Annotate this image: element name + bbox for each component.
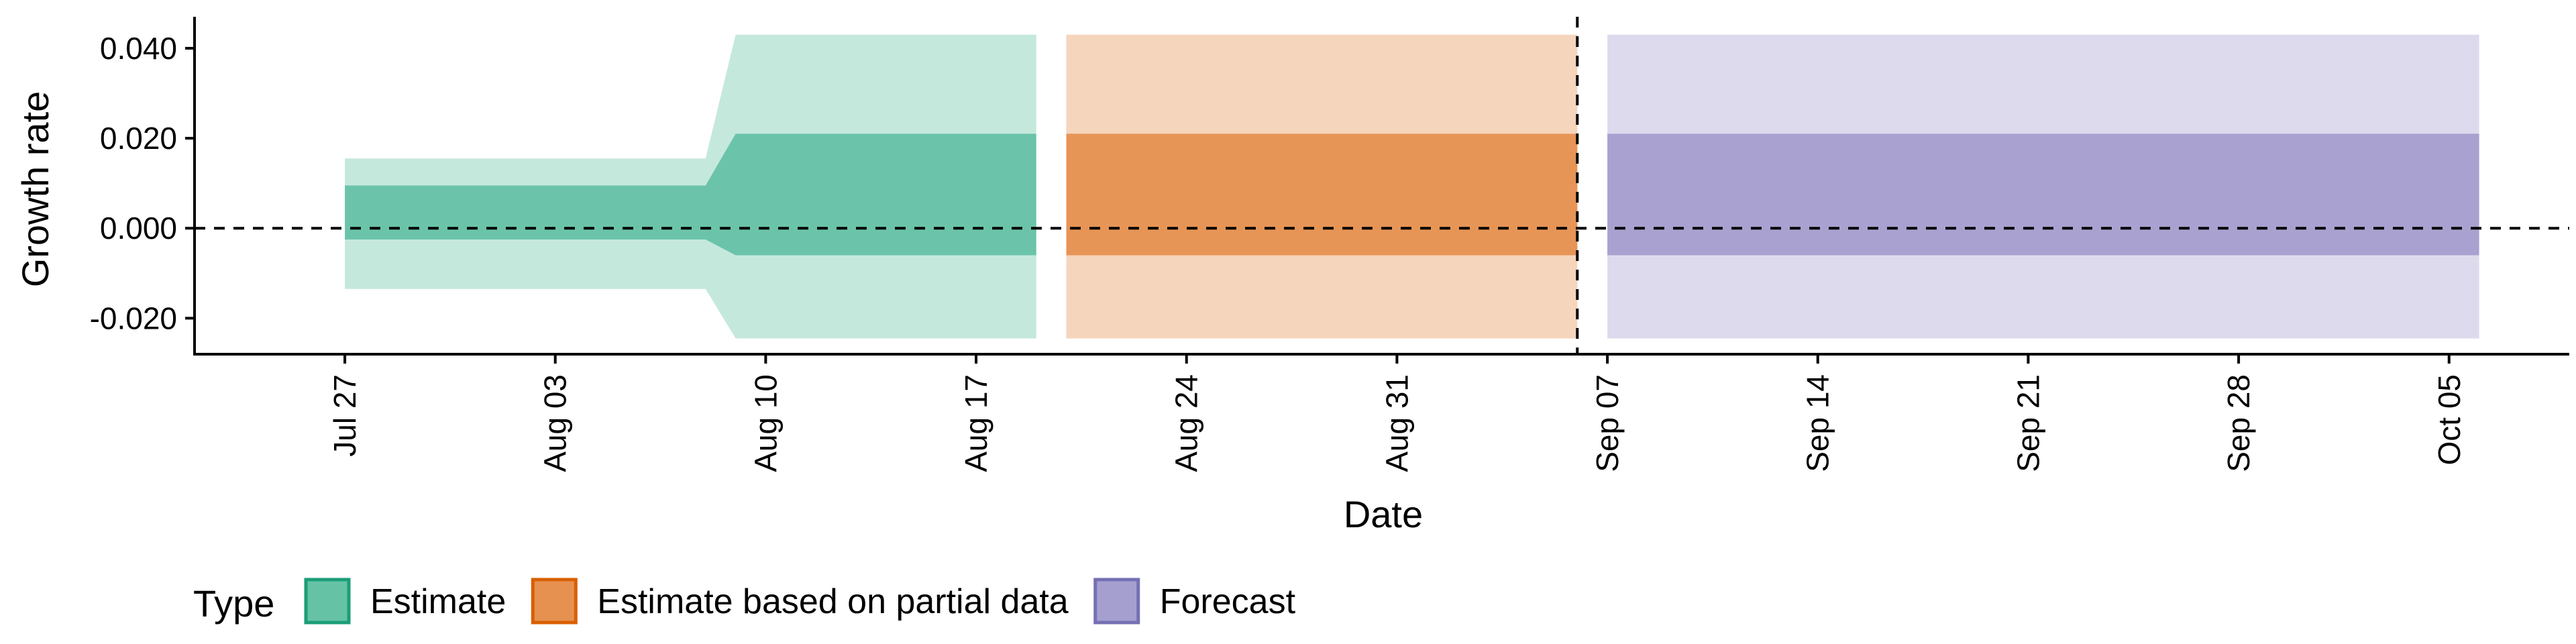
x-tick-label: Jul 27 [327,374,362,457]
y-tick-label: 0.000 [100,211,177,246]
x-tick-label: Sep 14 [1801,374,1835,472]
bands-layer [345,34,2479,339]
x-tick-label: Aug 03 [538,374,573,472]
x-tick-label: Sep 07 [1590,374,1625,472]
x-tick-label: Aug 31 [1379,374,1414,472]
x-axis-title: Date [1344,493,1423,535]
legend-label-estimate: Estimate [370,582,506,621]
legend-key-estimate [304,578,351,625]
legend-key-estimate-based-on-partial-data [531,578,578,625]
ticks-layer: 0.040 0.020 0.000 -0.020 Jul 27 Aug 03 Aug 10 A… [90,31,2467,472]
x-tick-label: Sep 28 [2221,374,2256,472]
legend: Type Estimate Estimate based on partial d… [193,578,1296,625]
legend-label-forecast: Forecast [1160,582,1296,621]
x-tick-label: Aug 24 [1169,374,1204,472]
reference-lines [195,17,2569,354]
legend-title: Type [193,582,274,625]
x-tick-label: Aug 10 [748,374,783,472]
x-tick-label: Aug 17 [959,374,994,472]
y-tick-label: 0.040 [100,31,177,66]
forecast-inner-band [1607,133,2479,256]
y-tick-label: 0.020 [100,121,177,156]
x-tick-label: Sep 21 [2010,374,2045,472]
axes-layer [193,17,2569,356]
y-tick-label: -0.020 [90,301,177,335]
y-axis-title: Growth rate [14,91,56,288]
legend-label-estimate-based-on-partial-data: Estimate based on partial data [597,582,1069,621]
estimate-inner-band [345,133,1036,256]
estimate-based-on-partial-data-inner-band [1066,133,1578,256]
legend-key-forecast [1093,578,1140,625]
x-tick-label: Oct 05 [2432,374,2467,466]
